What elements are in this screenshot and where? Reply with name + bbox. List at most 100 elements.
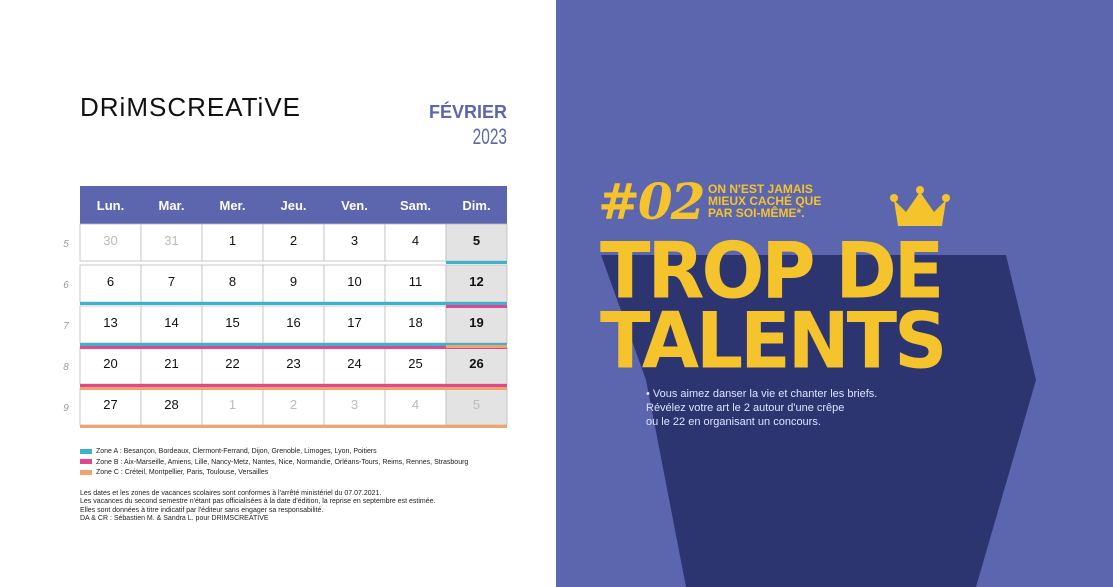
swatch bbox=[80, 459, 92, 465]
day-cell bbox=[201, 387, 264, 426]
tagline-line: MIEUX CACHÉ QUE bbox=[708, 194, 822, 208]
day: 22 bbox=[225, 356, 239, 371]
note-line: Les dates et les zones de vacances scola… bbox=[80, 490, 382, 497]
notes: Les dates et les zones de vacances scola… bbox=[80, 490, 435, 523]
legend-item: Zone C : Créteil, Montpellier, Paris, To… bbox=[80, 468, 468, 479]
day: 24 bbox=[347, 356, 361, 371]
day: 20 bbox=[103, 356, 117, 371]
body-line: ou le 22 en organisant un concours. bbox=[646, 416, 821, 428]
day-cell bbox=[140, 305, 203, 344]
day-cell bbox=[384, 223, 447, 262]
year: 2023 bbox=[472, 124, 507, 149]
holiday-stripe bbox=[80, 384, 507, 387]
day: 5 bbox=[473, 233, 480, 248]
week-number: 8 bbox=[63, 362, 69, 373]
tagline-line: PAR SOI-MÊME*. bbox=[708, 206, 805, 220]
headline: TROP DE bbox=[600, 225, 944, 317]
day-cell bbox=[323, 305, 386, 344]
day: 11 bbox=[409, 274, 423, 289]
weekday: Sam. bbox=[400, 198, 431, 213]
day: 15 bbox=[225, 315, 239, 330]
header-bar bbox=[80, 186, 507, 224]
note-line: Elles sont données à titre indicatif par… bbox=[80, 506, 324, 514]
day-cell bbox=[323, 387, 386, 426]
day-cell bbox=[445, 387, 508, 426]
body-line: Révélez votre art le 2 autour d'une crêp… bbox=[646, 402, 845, 414]
day: 2 bbox=[290, 233, 297, 248]
day: 1 bbox=[229, 233, 236, 248]
day: 26 bbox=[469, 356, 483, 371]
day-cell bbox=[79, 346, 142, 385]
day-cell bbox=[384, 264, 447, 303]
week-number: 5 bbox=[63, 239, 69, 250]
day: 5 bbox=[473, 397, 480, 412]
day: 17 bbox=[347, 315, 361, 330]
day: 8 bbox=[229, 274, 236, 289]
week-number: 9 bbox=[63, 403, 69, 414]
calendar-panel: DRiMSCREATiVE FÉVRIER 2023 Lun. Mar. Mer. J… bbox=[0, 0, 556, 587]
holiday-stripe bbox=[80, 346, 507, 349]
day-cell bbox=[140, 223, 203, 262]
day-cell bbox=[323, 264, 386, 303]
weekday: Dim. bbox=[462, 198, 490, 213]
day: 3 bbox=[351, 233, 358, 248]
day: 1 bbox=[229, 397, 236, 412]
day-cell bbox=[262, 264, 325, 303]
day: 18 bbox=[408, 315, 422, 330]
brand: DRiMSCREATiVE bbox=[80, 92, 302, 122]
day-cell bbox=[201, 346, 264, 385]
week-number: 7 bbox=[63, 321, 69, 332]
day-cell bbox=[384, 305, 447, 344]
feature-panel: #02 ON N'EST JAMAIS MIEUX CACHÉ QUE PAR SO… bbox=[556, 0, 1113, 587]
day: 23 bbox=[286, 356, 300, 371]
legend-text: Zone C : Créteil, Montpellier, Paris, To… bbox=[96, 469, 269, 476]
day: 13 bbox=[103, 315, 117, 330]
episode: #02 bbox=[598, 172, 705, 231]
holiday-stripe bbox=[446, 261, 507, 264]
day-cell bbox=[323, 223, 386, 262]
day: 3 bbox=[351, 397, 358, 412]
holiday-stripe bbox=[446, 302, 507, 305]
zone-legend: Zone A : Besançon, Bordeaux, Clermont-Fe… bbox=[80, 447, 468, 479]
swatch bbox=[80, 448, 92, 454]
legend-item: Zone A : Besançon, Bordeaux, Clermont-Fe… bbox=[80, 447, 468, 458]
weekday: Lun. bbox=[97, 198, 124, 213]
day: 4 bbox=[412, 233, 419, 248]
day-cell bbox=[79, 305, 142, 344]
day: 27 bbox=[103, 397, 117, 412]
tagline-line: ON N'EST JAMAIS bbox=[708, 182, 813, 196]
holiday-stripe bbox=[80, 343, 507, 346]
day: 30 bbox=[103, 233, 117, 248]
tagline: ON N'EST JAMAIS MIEUX CACHÉ QUE PAR SOI-MÊ… bbox=[708, 183, 821, 219]
day-cell bbox=[262, 305, 325, 344]
day-cell bbox=[445, 264, 508, 303]
day-cell bbox=[140, 264, 203, 303]
crown-dot bbox=[890, 194, 898, 202]
shadow bbox=[601, 255, 1036, 587]
day: 16 bbox=[286, 315, 300, 330]
day: 31 bbox=[164, 233, 178, 248]
legend-text: Zone A : Besançon, Bordeaux, Clermont-Fe… bbox=[96, 448, 377, 455]
crown-dot bbox=[916, 186, 924, 194]
crown-dot bbox=[942, 194, 950, 202]
holiday-stripe bbox=[80, 302, 446, 305]
day: 9 bbox=[290, 274, 297, 289]
weekday: Ven. bbox=[341, 198, 368, 213]
day-cell bbox=[79, 223, 142, 262]
day: 28 bbox=[164, 397, 178, 412]
holiday-stripe bbox=[80, 387, 507, 390]
day: 10 bbox=[347, 274, 361, 289]
holiday-stripe bbox=[446, 305, 507, 308]
day: 14 bbox=[164, 315, 178, 330]
day: 6 bbox=[107, 274, 114, 289]
day-cell bbox=[445, 305, 508, 344]
holiday-stripe bbox=[446, 345, 507, 348]
day: 2 bbox=[290, 397, 297, 412]
day-cell bbox=[262, 223, 325, 262]
weekday: Mar. bbox=[158, 198, 184, 213]
headline: TALENTS bbox=[600, 295, 947, 387]
weekday: Jeu. bbox=[280, 198, 306, 213]
weekday: Mer. bbox=[219, 198, 245, 213]
day: 4 bbox=[412, 397, 419, 412]
